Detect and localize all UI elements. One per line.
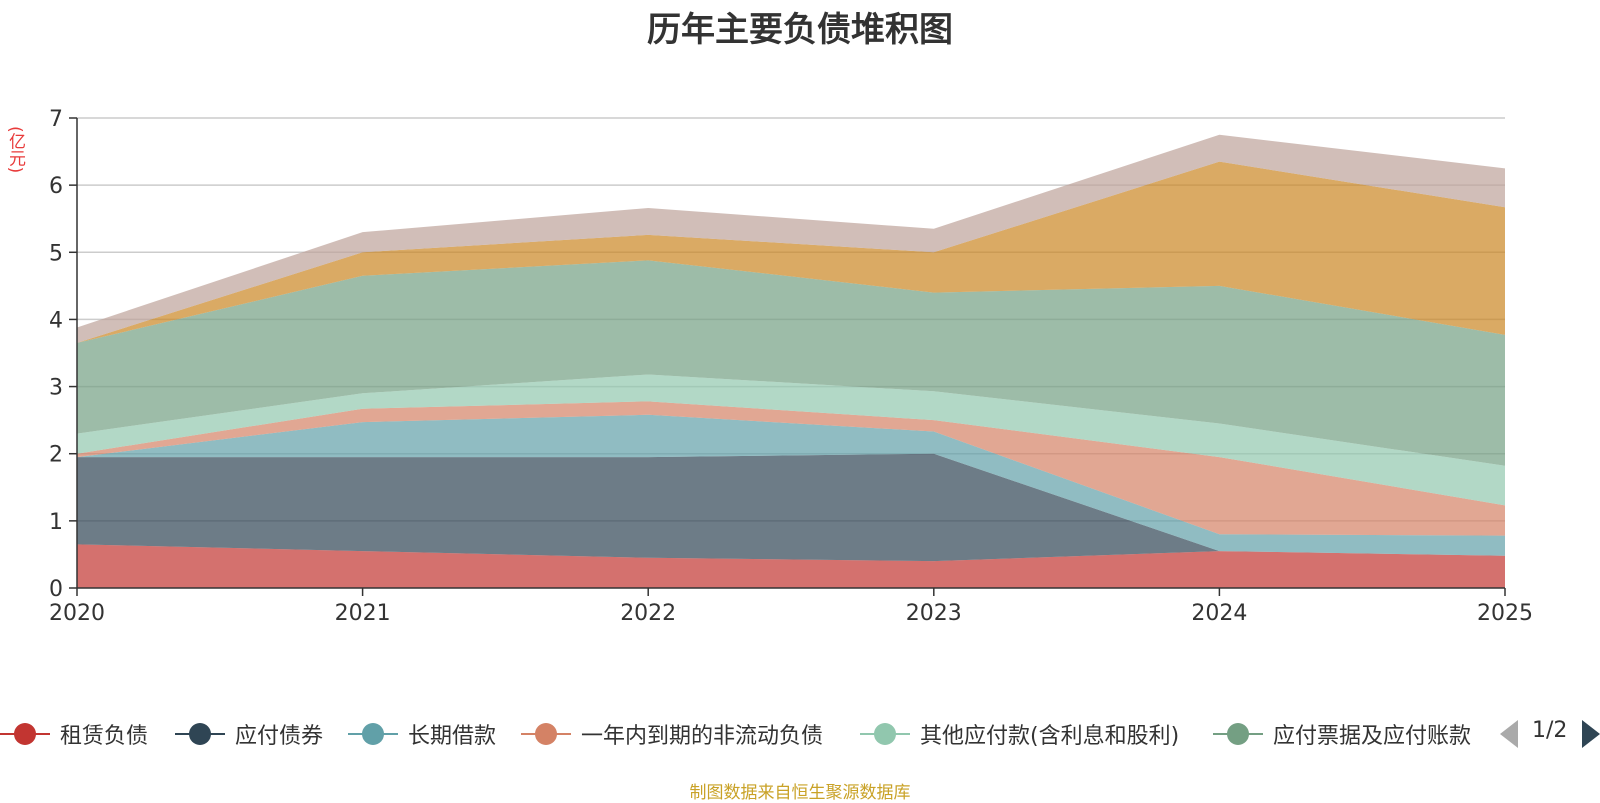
legend-marker-icon: [1213, 716, 1263, 752]
y-tick-label: 1: [49, 510, 63, 535]
legend-label: 一年内到期的非流动负债: [581, 724, 824, 749]
area-series-2[interactable]: [77, 414, 1505, 556]
legend-pager: 1/2: [1500, 714, 1600, 754]
x-tick-label: 2024: [1191, 601, 1247, 626]
legend-item-long-term-loans[interactable]: 长期借款: [348, 716, 496, 752]
area-series-0[interactable]: [77, 544, 1505, 588]
next-page-icon[interactable]: [1582, 720, 1600, 748]
legend-page-indicator: 1/2: [1532, 718, 1568, 743]
axes: 0 1 2 3 4 5 6 7 2020 2021 2022 2023 2024 2025: [49, 107, 1533, 626]
x-tick-label: 2023: [906, 601, 962, 626]
legend-marker-icon: [348, 716, 398, 752]
prev-page-icon[interactable]: [1500, 720, 1518, 748]
legend-label: 其他应付款(含利息和股利): [920, 724, 1180, 749]
legend-item-bonds-payable[interactable]: 应付债券: [175, 716, 323, 752]
legend-item-other-payables[interactable]: 其他应付款(含利息和股利): [860, 716, 1179, 752]
area-series-1[interactable]: [77, 453, 1505, 562]
legend-label: 应付债券: [235, 724, 324, 749]
y-tick-label: 2: [49, 443, 63, 468]
area-series-5[interactable]: [77, 260, 1505, 466]
y-tick-label: 0: [49, 577, 63, 602]
area-series-3[interactable]: [77, 401, 1505, 536]
legend-label: 租赁负债: [60, 724, 149, 749]
stacked-area-chart: 0 1 2 3 4 5 6 7 2020 2021 2022 2023 2024 2025: [49, 107, 1533, 626]
y-tick-label: 4: [49, 308, 63, 333]
legend-item-notes-accounts-payable[interactable]: 应付票据及应付账款: [1213, 716, 1471, 752]
y-axis-unit-label: (亿元): [5, 126, 25, 174]
source-note: 制图数据来自恒生聚源数据库: [689, 783, 911, 803]
legend-marker-icon: [175, 716, 225, 752]
legend-label: 长期借款: [408, 724, 497, 749]
area-series-7[interactable]: [77, 134, 1505, 343]
legend-item-current-portion-noncurrent[interactable]: 一年内到期的非流动负债: [521, 716, 823, 752]
x-tick-label: 2025: [1477, 601, 1533, 626]
y-tick-label: 6: [49, 174, 63, 199]
y-tick-label: 5: [49, 241, 63, 266]
legend: 租赁负债 应付债券 长期借款 一年内到期的非流动负债 其他应付款(含利息和股利)…: [0, 716, 1480, 752]
legend-item-lease-liabilities[interactable]: 租赁负债: [0, 716, 148, 752]
area-series: [77, 134, 1505, 588]
x-tick-label: 2020: [49, 601, 105, 626]
legend-marker-icon: [521, 716, 571, 752]
chart-title: 历年主要负债堆积图: [647, 10, 953, 50]
y-tick-label: 7: [49, 107, 63, 132]
area-series-6[interactable]: [77, 161, 1505, 343]
legend-label: 应付票据及应付账款: [1273, 724, 1472, 749]
x-tick-label: 2021: [335, 601, 391, 626]
area-series-4[interactable]: [77, 374, 1505, 506]
legend-marker-icon: [860, 716, 910, 752]
x-tick-label: 2022: [620, 601, 676, 626]
y-tick-label: 3: [49, 376, 63, 401]
legend-marker-icon: [0, 716, 50, 752]
